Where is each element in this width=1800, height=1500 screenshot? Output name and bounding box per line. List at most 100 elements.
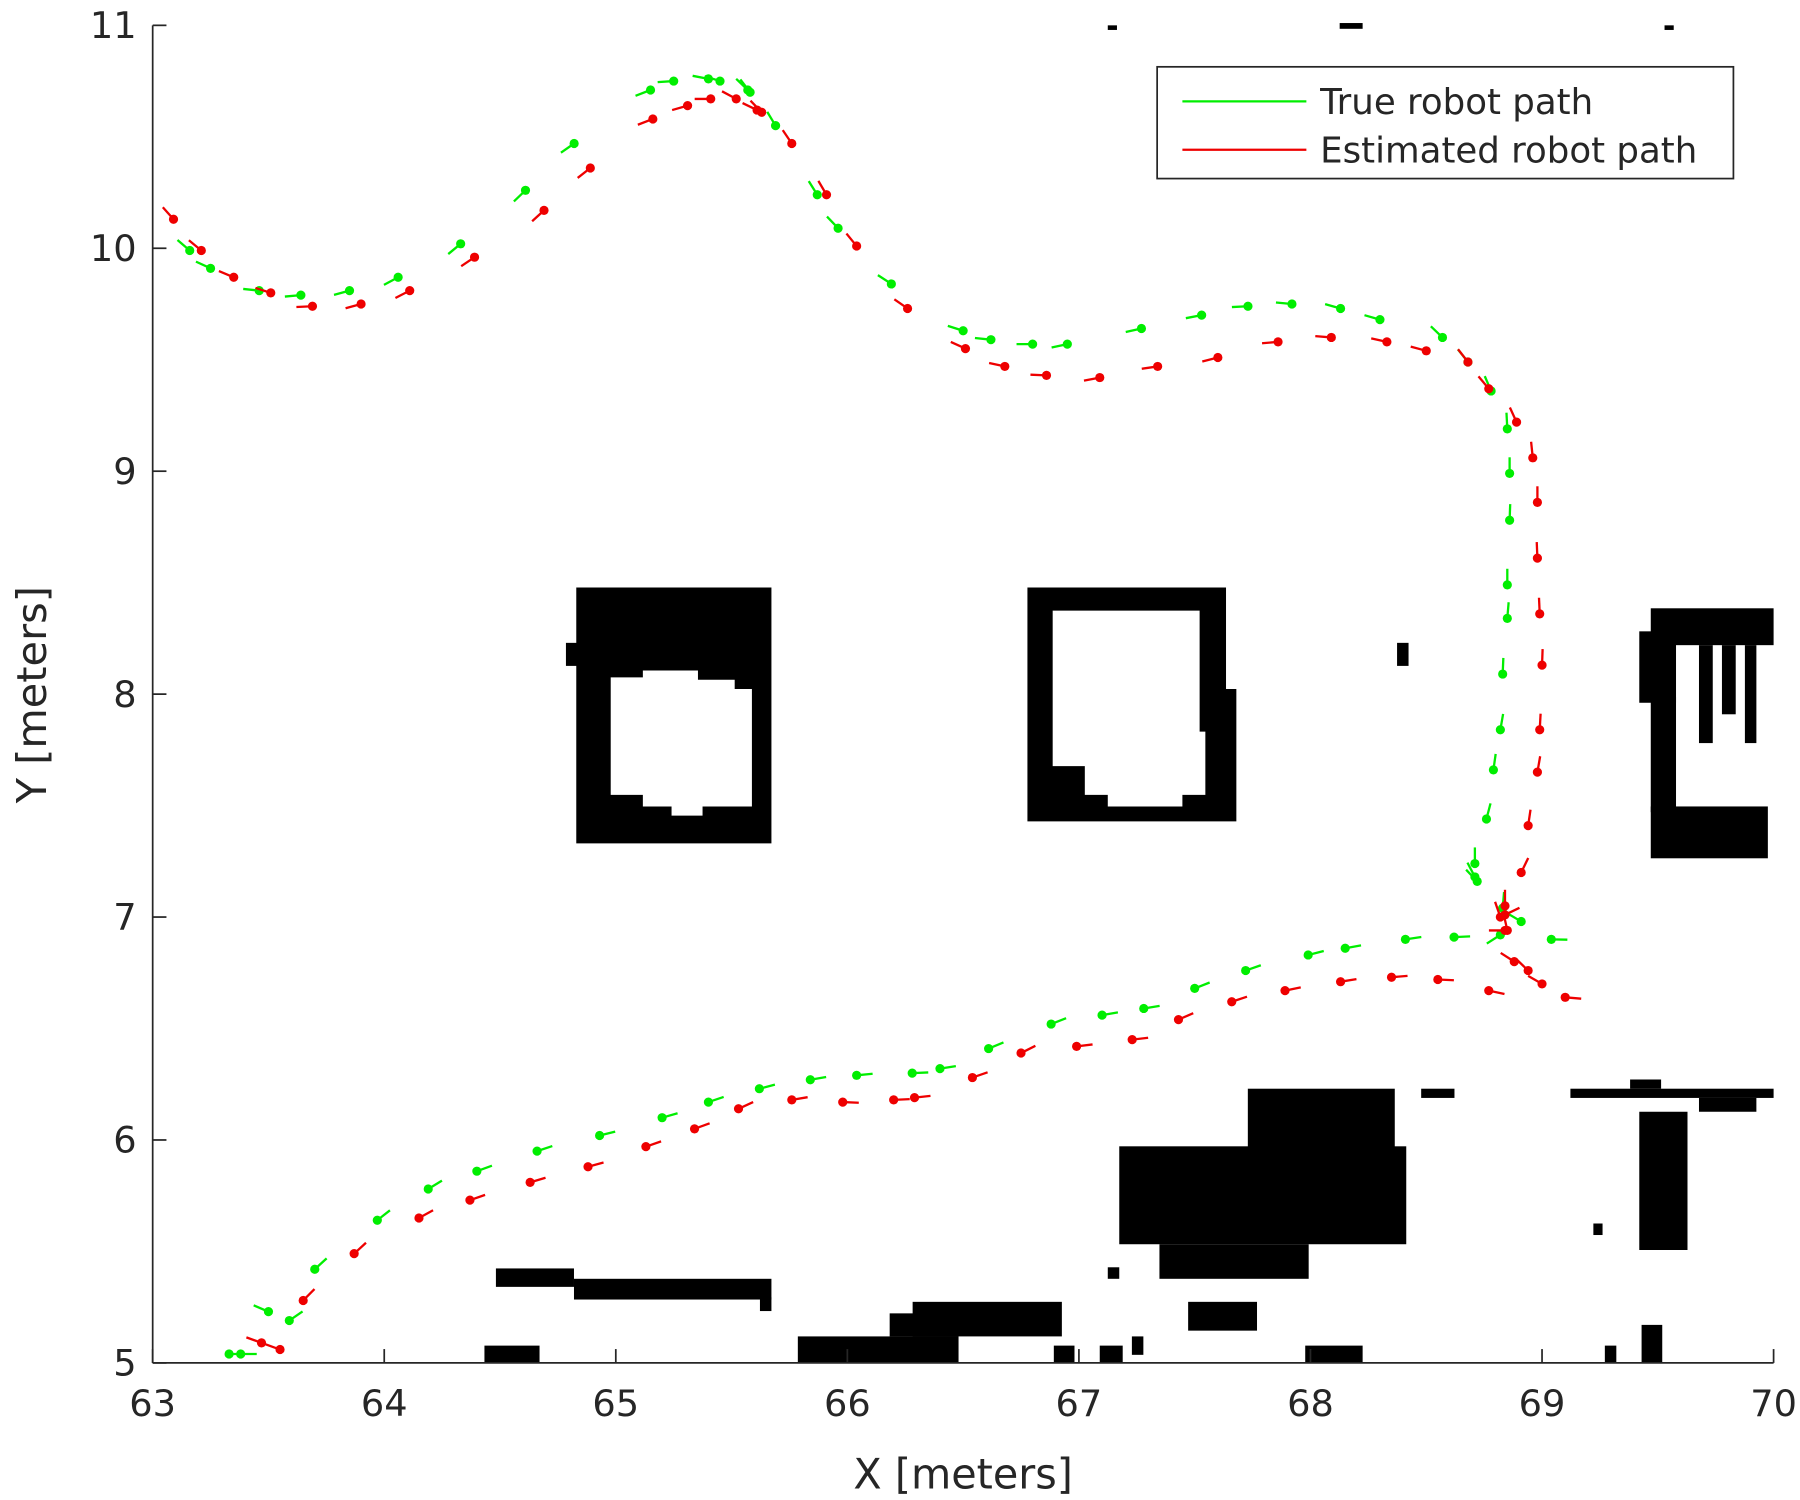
pose-point [1523,821,1533,831]
pose-point [1535,725,1545,735]
pose-point [372,1215,382,1225]
pose-point [757,107,767,117]
x-axis-label: X [meters] [853,1450,1072,1498]
pose-point [805,1075,815,1085]
pose-point [1243,301,1253,311]
legend-label: True robot path [1319,82,1593,123]
pose-point [1488,765,1499,775]
obstacle [1247,1088,1395,1153]
pose-point [1280,986,1290,996]
pose-point [1532,553,1542,563]
obstacle [576,587,772,844]
pose-point [648,114,658,124]
pose-point [706,94,716,104]
pose-point [205,263,216,273]
pose-point [256,1338,267,1348]
obstacle [889,1313,959,1337]
pose-point [1016,1048,1026,1058]
pose-point [703,1097,714,1107]
pose-point [1127,1035,1137,1045]
obstacle [1339,23,1363,29]
pose-point [833,223,843,233]
pose-point [465,1195,475,1205]
obstacle [1188,1301,1258,1331]
pose-point [1502,613,1512,623]
x-tick-label: 66 [824,1382,871,1425]
obstacle [1397,642,1409,666]
legend-box [1156,65,1735,180]
pose-point [1095,372,1105,383]
pose-point [645,85,656,95]
pose-point [641,1142,651,1152]
obstacle [1107,25,1117,30]
pose-point [1400,934,1411,944]
obstacle [1119,1146,1407,1245]
pose-point [1227,997,1237,1007]
obstacle [1639,631,1677,703]
pose-point [1502,424,1512,434]
obstacle [1131,1336,1144,1355]
pose-point [935,1064,945,1074]
obstacle [1630,1079,1662,1089]
pose-point [1097,1010,1107,1020]
pose-point [1516,916,1526,927]
x-tick-label: 68 [1287,1382,1334,1425]
pose-point [1505,515,1515,525]
pose-point [787,138,797,149]
pose-point [307,301,318,311]
pose-point [1484,986,1494,996]
pose-point [1495,912,1505,922]
pose-point [1062,339,1072,349]
pose-point [1532,767,1542,777]
obstacle [1650,697,1677,813]
pose-point [902,303,913,314]
pose-point [520,185,531,195]
pose-point [1303,950,1313,960]
obstacle [797,1336,959,1363]
obstacle [1604,1345,1617,1363]
pose-point [1502,925,1512,936]
pose-point [1537,979,1547,989]
pose-point [889,1095,899,1105]
obstacle [1744,645,1757,744]
pose-point [1000,361,1010,372]
pose-point [414,1213,424,1223]
obstacle [1698,645,1713,744]
pose-point [469,252,480,262]
obstacle [565,642,580,666]
pose-point [838,1097,848,1107]
pose-point [1523,965,1533,976]
pose-point [298,1295,308,1306]
pose-point [1139,1003,1149,1014]
pose-point [1537,660,1547,670]
obstacle [1099,1345,1123,1363]
pose-point [539,205,549,215]
obstacle [1698,1097,1757,1112]
pose-point [1481,814,1492,824]
obstacle [759,1297,772,1312]
pose-point [1535,609,1545,619]
pose-point [984,1043,994,1054]
pose-point [296,290,306,300]
pose-point [1072,1041,1082,1051]
pose-point [583,1162,593,1172]
obstacle [1721,645,1736,715]
pose-point [745,87,755,97]
pose-point [733,1104,744,1114]
pose-point [405,286,415,296]
obstacle [495,1268,574,1287]
pose-point [909,1093,920,1103]
pose-point [787,1095,797,1105]
obstacle [1053,1345,1075,1363]
pose-point [731,94,741,104]
pose-point [1190,983,1200,993]
pose-point [284,1315,294,1326]
pose-point [682,100,693,111]
y-tick-label: 10 [90,227,137,270]
occupancy-map [484,23,1774,1363]
pose-point [1197,310,1207,320]
pose-point [1502,580,1512,590]
pose-point [569,138,579,149]
